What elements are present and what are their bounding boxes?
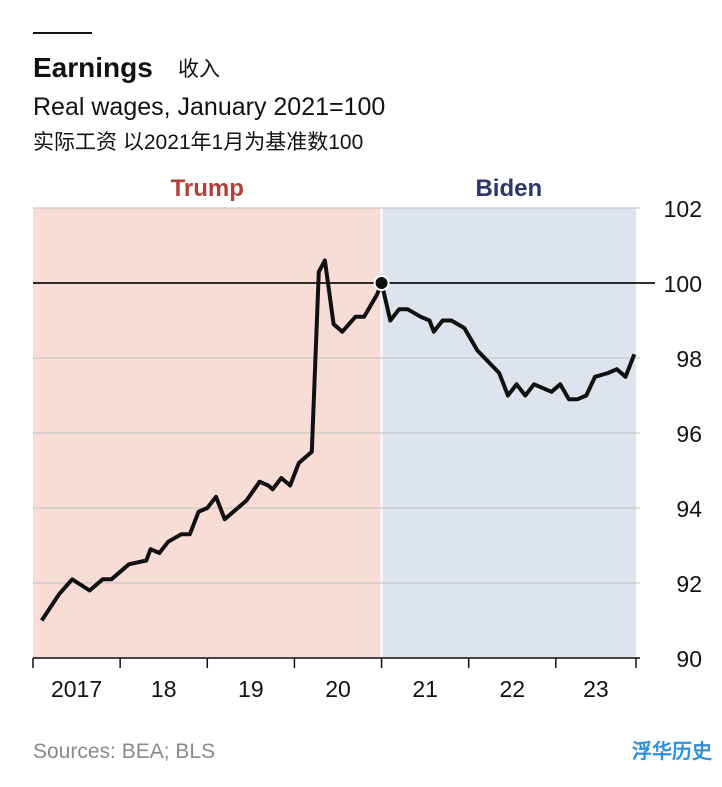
x-tick-label: 23 bbox=[583, 676, 609, 702]
y-tick-label: 98 bbox=[676, 346, 702, 372]
highlight-point bbox=[373, 275, 390, 291]
subtitle-cn: 实际工资 以2021年1月为基准数100 bbox=[33, 131, 363, 154]
data-line bbox=[40, 258, 637, 622]
x-tick-label: 2017 bbox=[51, 676, 102, 702]
x-tick-label: 18 bbox=[151, 676, 177, 702]
period-label: Trump bbox=[171, 175, 244, 202]
chart-title: Earnings bbox=[33, 52, 153, 83]
y-tick-label: 100 bbox=[664, 271, 702, 297]
source: Sources: BEA; BLS bbox=[33, 740, 215, 763]
period-label: Biden bbox=[475, 175, 542, 202]
y-tick-label: 102 bbox=[664, 196, 702, 222]
y-tick-label: 90 bbox=[676, 646, 702, 672]
subtitle: Real wages, January 2021=100 bbox=[33, 93, 385, 121]
x-tick-label: 22 bbox=[499, 676, 525, 702]
x-tick-label: 21 bbox=[412, 676, 438, 702]
y-tick-label: 94 bbox=[676, 496, 702, 522]
y-tick-label: 92 bbox=[676, 571, 702, 597]
chart-title-cn: 收入 bbox=[178, 58, 220, 81]
x-tick-label: 19 bbox=[238, 676, 264, 702]
y-tick-label: 96 bbox=[676, 421, 702, 447]
watermark: 浮华历史 bbox=[632, 739, 713, 763]
x-tick-label: 20 bbox=[325, 676, 351, 702]
